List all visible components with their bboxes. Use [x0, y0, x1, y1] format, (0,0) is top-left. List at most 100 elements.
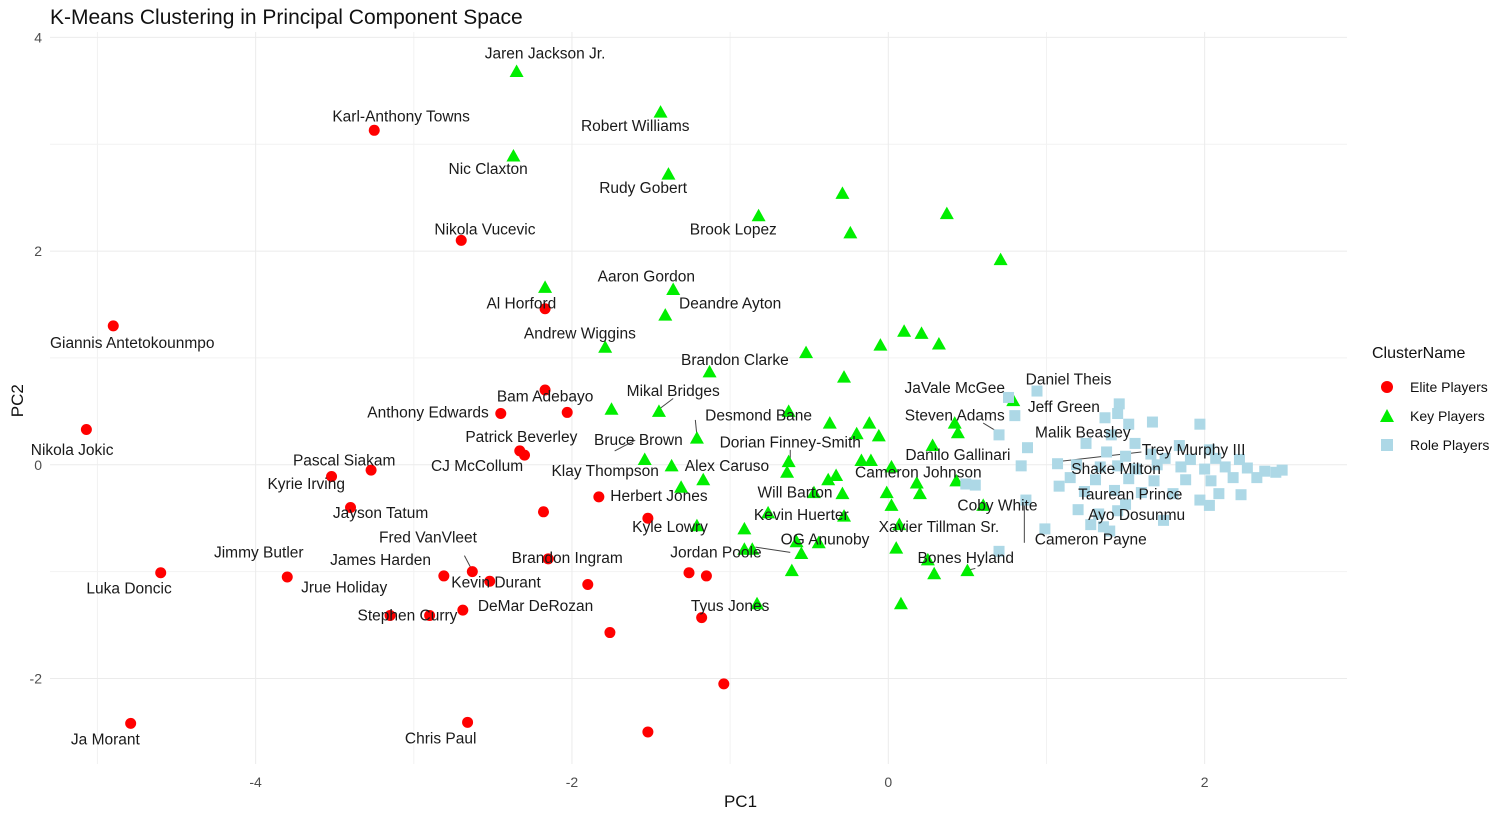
data-point-role: [1173, 440, 1185, 452]
data-point-key: [873, 338, 888, 351]
data-point-role: [1159, 452, 1171, 464]
data-point-role: [1015, 460, 1027, 472]
data-point-key: [976, 498, 991, 511]
data-point-key: [658, 308, 673, 321]
data-point-role: [1112, 407, 1124, 419]
data-point-role: [1145, 448, 1157, 460]
data-point-key: [849, 426, 864, 440]
data-point-role: [1085, 519, 1097, 531]
data-point-elite: [696, 612, 708, 624]
data-point-key: [897, 324, 912, 337]
data-point-key: [854, 453, 869, 467]
data-point-role: [1093, 508, 1105, 520]
data-point-role: [1020, 494, 1032, 506]
data-point-elite: [604, 627, 616, 639]
x-tick-label: -4: [249, 774, 262, 790]
data-point-key: [949, 473, 964, 487]
label-connector: [755, 546, 791, 553]
data-point-key: [925, 438, 940, 452]
data-point-role: [1104, 525, 1116, 537]
data-point-key: [761, 505, 776, 519]
data-point-role: [1131, 463, 1143, 475]
data-point-role: [1080, 437, 1092, 449]
data-point-role: [1113, 398, 1125, 410]
data-point-role: [1064, 472, 1076, 484]
data-point-role: [1175, 461, 1187, 473]
point-label: DeMar DeRozan: [478, 598, 593, 615]
data-point-key: [821, 472, 836, 486]
data-point-elite: [368, 124, 380, 136]
data-point-role: [1120, 498, 1132, 510]
legend-item-elite: Elite Players: [1372, 372, 1489, 401]
point-label: Herbert Jones: [610, 488, 708, 505]
data-point-role: [993, 429, 1005, 441]
x-tick-label: 0: [884, 774, 892, 790]
data-point-key: [598, 340, 613, 353]
point-label: Trey Murphy III: [1142, 442, 1246, 459]
point-label: Xavier Tillman Sr.: [879, 519, 1000, 536]
data-point-key: [835, 486, 850, 500]
red-circle-icon: [1372, 377, 1402, 397]
grid-lines: [50, 32, 1347, 764]
legend-label: Key Players: [1410, 407, 1485, 424]
data-point-role: [1101, 446, 1113, 458]
point-label: Steven Adams: [905, 408, 1005, 425]
point-label: Coby White: [957, 497, 1037, 514]
point-label: James Harden: [330, 552, 431, 569]
point-label: Nikola Vucevic: [434, 222, 535, 239]
point-label: Patrick Beverley: [465, 429, 577, 446]
data-point-key: [893, 596, 908, 610]
data-point-role: [1194, 494, 1206, 506]
data-point-key: [862, 416, 877, 429]
data-point-role: [1120, 450, 1132, 462]
point-label: Jrue Holiday: [301, 580, 387, 597]
data-point-elite: [593, 491, 605, 503]
point-label: Jaren Jackson Jr.: [485, 45, 606, 62]
data-point-elite: [438, 570, 450, 582]
data-point-role: [1021, 442, 1033, 454]
data-point-role: [1241, 462, 1253, 474]
data-point-elite: [582, 578, 594, 590]
point-label: Nic Claxton: [449, 161, 528, 178]
data-point-elite: [365, 464, 377, 476]
data-point-elite: [642, 726, 654, 738]
data-point-key: [651, 404, 666, 417]
point-label: Fred VanVleet: [379, 529, 478, 546]
y-tick-label: -2: [30, 671, 43, 687]
legend-label: Elite Players: [1410, 378, 1488, 395]
point-labels: Jaren Jackson Jr. Karl-Anthony Towns Rober…: [31, 45, 1246, 748]
data-point-key: [939, 206, 954, 220]
data-point-key: [794, 546, 809, 559]
data-point-key: [750, 596, 765, 610]
point-label: Nikola Jokic: [31, 442, 114, 459]
point-label: Mikal Bridges: [627, 383, 720, 400]
data-point-key: [889, 541, 904, 554]
point-label: Jordan Poole: [670, 544, 761, 561]
point-label: Aaron Gordon: [598, 269, 695, 286]
point-label: Jayson Tatum: [333, 505, 428, 522]
point-label: Robert Williams: [581, 118, 690, 135]
data-point-key: [835, 186, 850, 199]
data-point-role: [1259, 465, 1271, 477]
x-axis-label: PC1: [724, 792, 757, 811]
x-tick-label: 2: [1201, 774, 1209, 790]
data-point-key: [637, 452, 652, 465]
data-point-key: [751, 208, 766, 222]
point-label: Bones Hyland: [918, 550, 1015, 567]
data-point-role: [1071, 459, 1083, 471]
data-point-key: [781, 454, 796, 468]
data-point-role: [1078, 486, 1090, 498]
data-point-role: [1213, 488, 1225, 500]
point-label: Will Barton: [758, 485, 833, 502]
point-label: Kevin Huerter: [754, 507, 849, 524]
data-point-role: [1203, 499, 1215, 511]
data-point-role: [969, 479, 981, 491]
y-tick-label: 2: [34, 243, 42, 259]
legend-title: ClusterName: [1372, 345, 1466, 362]
data-point-key: [702, 364, 717, 378]
data-point-key: [806, 485, 821, 499]
data-point-key: [822, 416, 837, 429]
point-label: Rudy Gobert: [599, 180, 688, 197]
data-point-key: [780, 465, 795, 478]
point-label: Bam Adebayo: [497, 388, 594, 405]
